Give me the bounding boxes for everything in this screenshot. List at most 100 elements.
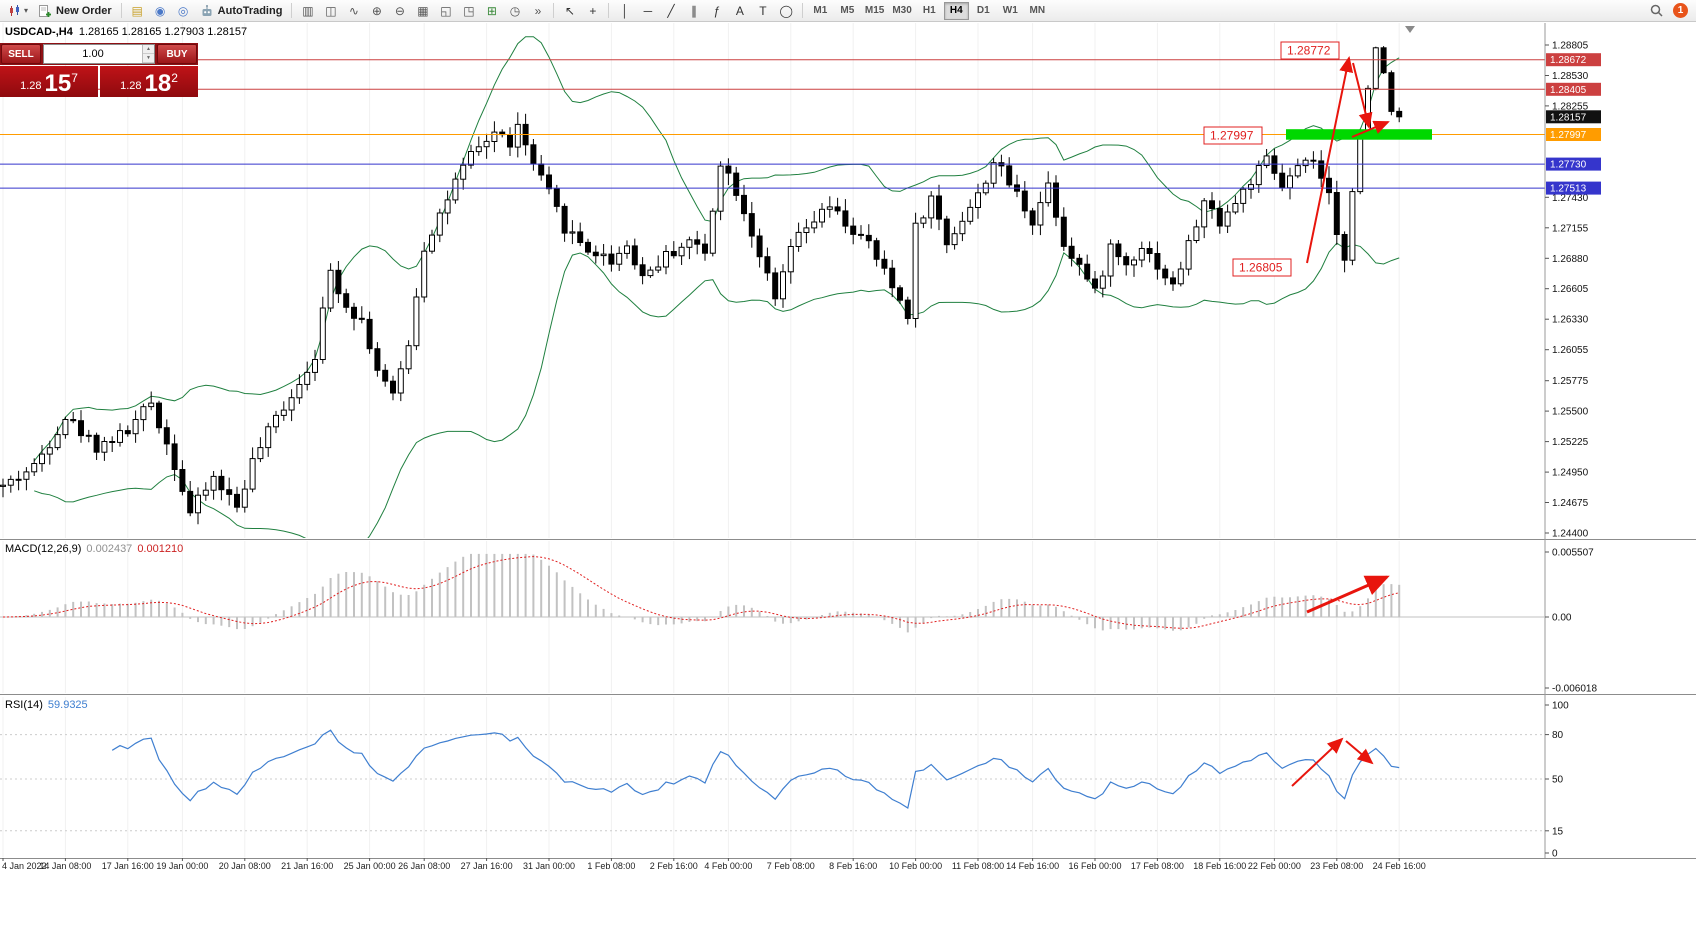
- crosshair-icon[interactable]: +: [582, 1, 603, 20]
- svg-text:1.26055: 1.26055: [1552, 345, 1589, 356]
- price-tag: [1546, 53, 1601, 67]
- arrange-windows-icon[interactable]: ◳: [458, 1, 479, 20]
- svg-text:10 Feb 00:00: 10 Feb 00:00: [889, 861, 942, 871]
- timeframe-m30-button[interactable]: M30: [889, 2, 914, 20]
- trendline-icon[interactable]: ╱: [660, 1, 681, 20]
- bar-chart-icon[interactable]: ▥: [297, 1, 318, 20]
- svg-text:27 Jan 16:00: 27 Jan 16:00: [461, 861, 513, 871]
- timeframe-m5-button[interactable]: M5: [835, 2, 860, 20]
- search-button[interactable]: [1646, 1, 1667, 20]
- volume-up-button[interactable]: ▲: [143, 45, 154, 54]
- cascade-windows-icon[interactable]: ◱: [435, 1, 456, 20]
- timeframe-m1-button[interactable]: M1: [808, 2, 833, 20]
- zoom-in-icon[interactable]: ⊕: [366, 1, 387, 20]
- chart-plot-area[interactable]: [0, 23, 1545, 858]
- new-chart-icon[interactable]: ⊞: [481, 1, 502, 20]
- timeframe-h1-button[interactable]: H1: [917, 2, 942, 20]
- chevron-down-icon: ▾: [24, 6, 29, 15]
- channel-icon[interactable]: ∥: [683, 1, 704, 20]
- vertical-line-icon[interactable]: │: [614, 1, 635, 20]
- svg-text:1.26805: 1.26805: [1239, 261, 1283, 275]
- chart-shift-marker[interactable]: [1405, 26, 1415, 33]
- horizontal-line-icon[interactable]: ─: [637, 1, 658, 20]
- zoom-out-icon[interactable]: ⊖: [389, 1, 410, 20]
- clock-icon[interactable]: ◷: [504, 1, 525, 20]
- text-icon[interactable]: A: [729, 1, 750, 20]
- shapes-icon[interactable]: ◯: [775, 1, 796, 20]
- svg-text:14 Jan 08:00: 14 Jan 08:00: [39, 861, 91, 871]
- sell-price-prefix: 1.28: [20, 80, 42, 92]
- autotrading-label: AutoTrading: [217, 4, 283, 17]
- tile-windows-icon[interactable]: ▦: [412, 1, 433, 20]
- sell-button[interactable]: SELL: [1, 44, 41, 64]
- price-callouts[interactable]: 1.28772 1.27997 1.26805: [1203, 41, 1340, 277]
- svg-text:22 Feb 00:00: 22 Feb 00:00: [1248, 861, 1301, 871]
- terminal-icon[interactable]: ◎: [173, 1, 194, 20]
- price-tag: [1546, 157, 1601, 171]
- svg-text:1.26330: 1.26330: [1552, 315, 1589, 326]
- market-watch-icon[interactable]: ▤: [127, 1, 148, 20]
- bollinger-upper-band: [33, 36, 1400, 462]
- timeframe-m15-button[interactable]: M15: [862, 2, 887, 20]
- volume-down-button[interactable]: ▼: [143, 54, 154, 63]
- price-callout: [1280, 41, 1340, 60]
- svg-text:1.28772: 1.28772: [1287, 44, 1331, 58]
- level-lines[interactable]: [0, 59, 1545, 189]
- svg-text:23 Feb 08:00: 23 Feb 08:00: [1310, 861, 1363, 871]
- timeframe-d1-button[interactable]: D1: [971, 2, 996, 20]
- sell-price-pip: 7: [71, 71, 78, 85]
- ohlc-values: 1.28165 1.28165 1.27903 1.28157: [78, 26, 248, 38]
- toolbar-right-group: 1: [1645, 1, 1693, 20]
- svg-text:1.24950: 1.24950: [1552, 468, 1589, 479]
- timeframe-w1-button[interactable]: W1: [998, 2, 1023, 20]
- cursor-icon-group: ↖ +: [558, 1, 604, 20]
- toolbar-separator: [553, 3, 555, 18]
- buy-button[interactable]: BUY: [157, 44, 197, 64]
- svg-text:0.005507: 0.005507: [1552, 548, 1594, 559]
- price-tag: [1546, 82, 1601, 96]
- svg-text:4 Feb 00:00: 4 Feb 00:00: [704, 861, 752, 871]
- svg-text:0: 0: [1552, 849, 1558, 860]
- chart-shift-icon[interactable]: »: [527, 1, 548, 20]
- toolbar-separator: [291, 3, 293, 18]
- rsi-down-arrow: [1345, 740, 1374, 765]
- price-tag: [1546, 128, 1601, 141]
- navigator-icon[interactable]: ◉: [150, 1, 171, 20]
- new-order-button[interactable]: New Order: [34, 1, 116, 20]
- cursor-icon[interactable]: ↖: [559, 1, 580, 20]
- one-click-trading-panel: SELL ▲ ▼ BUY 1.28 15 7 1.28 18 2: [0, 43, 198, 97]
- svg-text:1.28255: 1.28255: [1552, 101, 1589, 112]
- autotrading-robot-icon: [202, 4, 212, 16]
- svg-text:1.27513: 1.27513: [1550, 184, 1587, 195]
- buy-price-big-digits: 18: [144, 70, 172, 97]
- buy-price-display[interactable]: 1.28 18 2: [100, 66, 198, 97]
- autotrading-button[interactable]: AutoTrading: [196, 1, 287, 20]
- timeframe-mn-button[interactable]: MN: [1025, 2, 1050, 20]
- label-icon[interactable]: T: [752, 1, 773, 20]
- notification-badge[interactable]: 1: [1673, 3, 1688, 18]
- line-chart-icon[interactable]: ∿: [343, 1, 364, 20]
- timeframe-h4-button[interactable]: H4: [943, 1, 969, 20]
- candlestick-chart-icon[interactable]: ◫: [320, 1, 341, 20]
- svg-text:31 Jan 00:00: 31 Jan 00:00: [523, 861, 575, 871]
- new-chart-dropdown-button[interactable]: ▾: [4, 1, 32, 20]
- svg-text:14 Feb 16:00: 14 Feb 16:00: [1006, 861, 1059, 871]
- svg-text:1.24400: 1.24400: [1552, 529, 1589, 540]
- trend-arrows[interactable]: [1291, 56, 1390, 787]
- toolbar-separator: [120, 3, 122, 18]
- sell-price-display[interactable]: 1.28 15 7: [0, 66, 98, 97]
- macd-momentum-arrow: [1306, 575, 1390, 614]
- rsi-name: RSI(14): [5, 699, 43, 711]
- fibonacci-icon[interactable]: ƒ: [706, 1, 727, 20]
- price-scale[interactable]: 1.28805 1.28530 1.28255 1.27430 1.27155 1.268…: [1545, 41, 1601, 540]
- macd-signal-line: [2, 556, 1400, 629]
- main-toolbar: ▾ New Order ▤ ◉ ◎ AutoTrading ▥ ◫ ∿ ⊕ ⊖ ▦ ◱ ◳ ⊞ ◷» …: [0, 0, 1696, 22]
- svg-text:1.25500: 1.25500: [1552, 407, 1589, 418]
- candlestick-chart-icon: [10, 4, 19, 16]
- order-controls-row: SELL ▲ ▼ BUY: [0, 43, 198, 65]
- svg-text:1.28405: 1.28405: [1550, 85, 1587, 96]
- volume-input[interactable]: [44, 45, 142, 63]
